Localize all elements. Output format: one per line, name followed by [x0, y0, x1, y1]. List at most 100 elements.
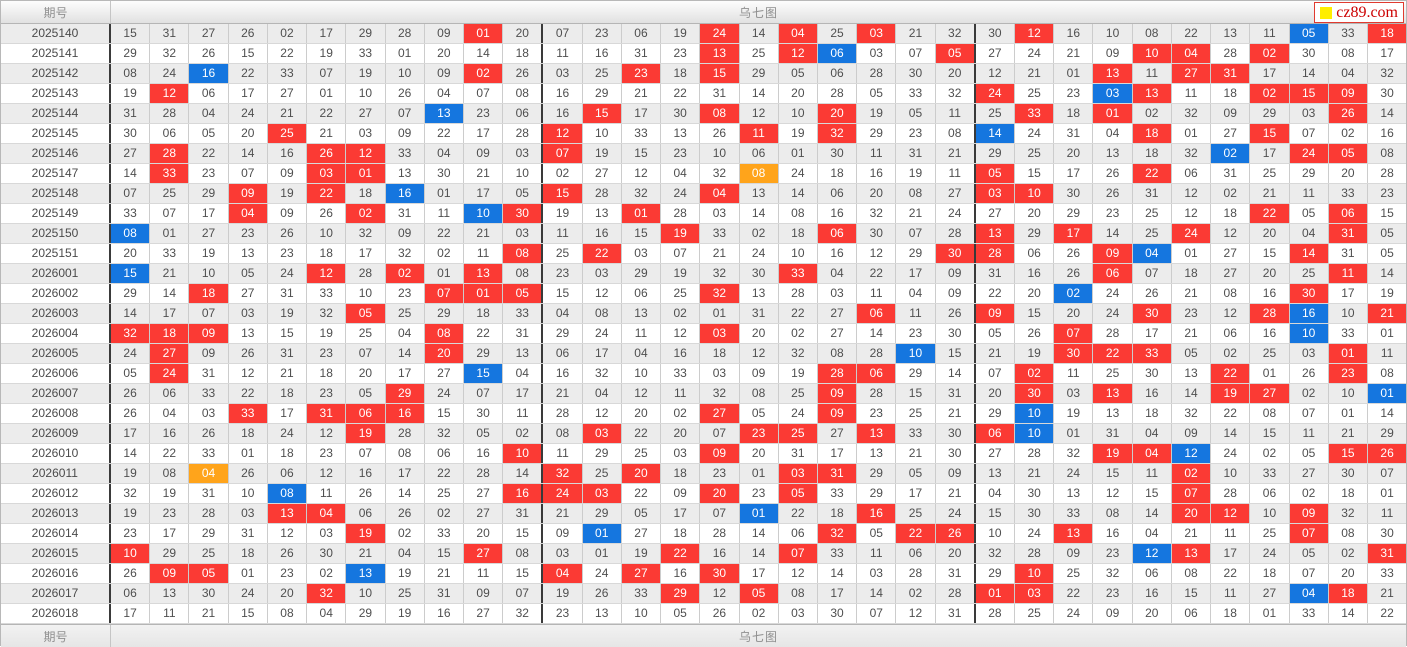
number-cell: 33: [150, 244, 190, 263]
number-cell: 02: [543, 164, 583, 183]
number-cell: 01: [1054, 64, 1094, 83]
number-cell: 10: [1250, 504, 1290, 523]
number-cell: 01: [425, 184, 464, 203]
number-cell: 30: [1015, 504, 1055, 523]
number-cell: 16: [661, 564, 701, 583]
number-cell: 32: [1172, 104, 1212, 123]
number-cell: 13: [1211, 24, 1251, 43]
number-cell: 19: [307, 44, 347, 63]
number-cell: 31: [189, 484, 229, 503]
period-cell: 2026011: [1, 464, 111, 483]
number-cell: 07: [229, 164, 268, 183]
cz89-logo[interactable]: cz89.com: [1314, 2, 1404, 23]
number-cell: 21: [464, 224, 504, 243]
table-row: 2025146 27 28 22 14 16 26 12 33 04 09 03 07 19 15 23 10 0…: [1, 144, 1406, 164]
number-cell: 20: [1133, 604, 1172, 623]
number-cell: 32: [936, 84, 976, 103]
number-cell: 10: [622, 364, 662, 383]
period-cell: 2026001: [1, 264, 111, 283]
number-cell: 09: [936, 264, 976, 283]
number-cell: 15: [229, 44, 268, 63]
number-cell: 13: [386, 164, 425, 183]
number-cell: 23: [111, 524, 151, 543]
number-cell: 27: [936, 184, 976, 203]
red-ball-cell: 02: [1250, 84, 1290, 103]
number-cell: 07: [700, 424, 740, 443]
number-cell: 28: [857, 384, 897, 403]
number-cell: 01: [386, 44, 425, 63]
number-cell: 13: [661, 124, 701, 143]
table-row: 2026016 26 09 05 01 23 02 13 19 21 11 15 04 24 27 16 30 1…: [1, 564, 1406, 584]
number-cell: 33: [189, 444, 229, 463]
number-cell: 22: [1054, 584, 1094, 603]
number-cell: 18: [346, 184, 386, 203]
number-cell: 21: [976, 344, 1016, 363]
number-cell: 04: [1133, 424, 1172, 443]
number-cell: 02: [503, 424, 544, 443]
number-cell: 07: [464, 384, 504, 403]
number-cell: 15: [1250, 424, 1290, 443]
red-ball-cell: 01: [1093, 104, 1133, 123]
number-cell: 01: [1329, 404, 1368, 423]
number-cell: 26: [700, 604, 740, 623]
number-cell: 12: [1172, 204, 1212, 223]
number-cell: 20: [111, 244, 151, 263]
number-cell: 27: [189, 24, 229, 43]
number-cell: 16: [818, 244, 858, 263]
number-cell: 26: [111, 404, 151, 423]
number-cell: 08: [818, 344, 858, 363]
number-cell: 14: [857, 324, 897, 343]
table-footer: 期号 乌七图: [1, 624, 1406, 647]
red-ball-cell: 22: [1093, 344, 1133, 363]
number-cell: 28: [976, 604, 1016, 623]
number-cell: 19: [268, 184, 308, 203]
number-cell: 29: [896, 364, 936, 383]
number-cell: 07: [386, 104, 425, 123]
number-cell: 22: [425, 464, 464, 483]
number-cell: 03: [503, 224, 544, 243]
number-cell: 23: [543, 264, 583, 283]
red-ball-cell: 10: [111, 544, 151, 563]
number-cell: 21: [936, 484, 976, 503]
number-cell: 26: [386, 504, 425, 523]
number-cell: 11: [503, 404, 544, 423]
number-cell: 09: [1054, 544, 1094, 563]
number-cell: 27: [622, 524, 662, 543]
number-cell: 33: [111, 204, 151, 223]
number-cell: 29: [583, 504, 622, 523]
number-cell: 28: [1093, 324, 1133, 343]
number-cell: 16: [583, 224, 622, 243]
number-cell: 02: [1211, 184, 1251, 203]
number-cell: 21: [425, 564, 464, 583]
blue-ball-cell: 13: [424, 104, 464, 123]
number-cell: 32: [111, 484, 151, 503]
number-cell: 19: [857, 104, 897, 123]
red-ball-cell: 07: [424, 284, 464, 303]
number-cell: 33: [346, 44, 386, 63]
number-cell: 17: [503, 384, 544, 403]
number-cell: 13: [583, 204, 622, 223]
blue-ball-cell: 16: [385, 184, 425, 203]
number-cell: 26: [268, 224, 308, 243]
number-cell: 11: [543, 444, 583, 463]
period-cell: 2026008: [1, 404, 111, 423]
number-cell: 10: [503, 164, 544, 183]
number-cell: 24: [661, 184, 701, 203]
number-cell: 25: [1250, 524, 1290, 543]
number-cell: 15: [622, 144, 662, 163]
number-cell: 11: [1133, 64, 1172, 83]
number-cell: 13: [1054, 484, 1094, 503]
number-cell: 08: [1329, 524, 1368, 543]
red-ball-cell: 15: [582, 104, 622, 123]
red-ball-cell: 30: [1015, 384, 1055, 403]
number-cell: 12: [622, 164, 662, 183]
number-cell: 21: [1015, 64, 1055, 83]
number-cell: 03: [229, 504, 268, 523]
number-cell: 25: [976, 104, 1016, 123]
number-cell: 04: [661, 164, 701, 183]
red-ball-cell: 32: [817, 124, 858, 143]
period-cell: 2025141: [1, 44, 111, 63]
number-cell: 29: [1054, 204, 1094, 223]
number-cell: 11: [1290, 424, 1329, 443]
red-ball-cell: 04: [228, 204, 268, 223]
